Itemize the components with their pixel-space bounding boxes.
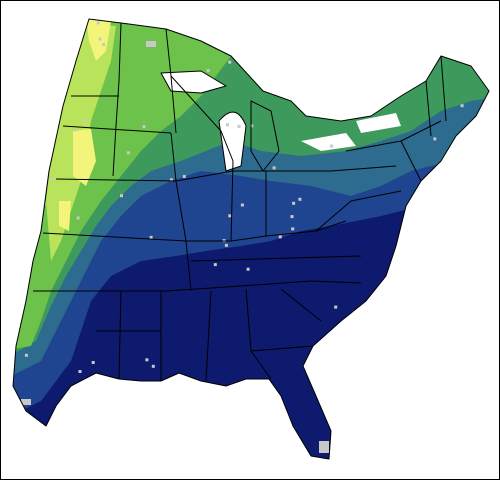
no-data-pixel (308, 59, 311, 62)
no-data-pixel (24, 179, 28, 183)
no-data-pixel (323, 54, 327, 58)
no-data-pixel (169, 178, 173, 182)
no-data-pixel (292, 201, 296, 205)
no-data-pixel (74, 128, 78, 132)
no-data-pixel (250, 124, 254, 128)
no-data-pixel (91, 361, 95, 364)
no-data-pixel (57, 407, 61, 411)
no-data-pixel (460, 104, 464, 108)
no-data-pixel (32, 89, 36, 92)
no-data-pixel (278, 235, 282, 239)
no-data-pixel (330, 90, 334, 94)
state-borders (12, 18, 490, 460)
no-data-pixel (248, 43, 252, 47)
no-data-pixel (384, 81, 388, 85)
no-data-pixel (126, 151, 130, 155)
no-data-pixel (99, 454, 103, 458)
no-data-pixel (24, 353, 28, 357)
no-data-pixel (226, 123, 229, 127)
no-data-pixel (290, 215, 294, 219)
no-data-pixel (453, 447, 456, 451)
no-data-pixel (228, 60, 232, 64)
no-data-pixel (433, 137, 437, 141)
lake-3 (301, 133, 356, 151)
no-data-pixel (330, 144, 334, 148)
no-data-pixel (206, 69, 210, 72)
no-data-pixel (336, 345, 340, 349)
no-data-pixel (230, 404, 234, 408)
no-data-pixel (182, 175, 186, 178)
no-data-pixel (334, 305, 338, 309)
no-data-pixel (98, 37, 102, 41)
no-data-pixel (50, 177, 54, 181)
no-data-pixel (291, 227, 295, 231)
no-data-pixel (268, 386, 272, 390)
no-data-patch (146, 41, 156, 47)
no-data-pixel (149, 235, 153, 239)
no-data-pixel (324, 403, 328, 407)
no-data-pixel (237, 124, 241, 128)
no-data-pixel (298, 197, 302, 201)
no-data-pixel (62, 456, 66, 459)
no-data-pixel (370, 308, 374, 312)
no-data-pixel (57, 428, 61, 432)
no-data-pixel (460, 164, 464, 167)
no-data-pixel (143, 441, 147, 445)
no-data-pixel (447, 399, 451, 403)
fill-band-very-low (59, 19, 111, 231)
no-data-pixel (246, 267, 250, 271)
no-data-patch (21, 399, 31, 405)
no-data-pixel (142, 125, 146, 129)
no-data-pixel (415, 447, 419, 451)
no-data-pixel (364, 302, 368, 306)
no-data-pixel (78, 370, 82, 373)
no-data-pixel (58, 30, 62, 34)
no-data-pixel (126, 386, 130, 390)
no-data-pixel (96, 21, 100, 25)
no-data-pixel (130, 410, 134, 413)
no-data-pixel (76, 216, 80, 220)
no-data-patch (169, 377, 187, 384)
no-data-pixel (362, 79, 366, 82)
no-data-pixel (120, 194, 123, 198)
no-data-pixel (102, 43, 106, 46)
no-data-pixel (213, 263, 217, 267)
no-data-pixel (224, 243, 228, 247)
no-data-pixel (151, 364, 155, 368)
no-data-patch (319, 441, 329, 453)
lake-4 (356, 113, 401, 133)
no-data-pixel (276, 31, 280, 35)
no-data-pixel (222, 389, 226, 393)
no-data-pixel (272, 166, 276, 170)
no-data-pixel (145, 358, 149, 362)
no-data-pixel (346, 328, 350, 331)
no-data-pixel (228, 214, 232, 218)
no-data-pixel (240, 203, 244, 207)
no-data-pixel (83, 119, 87, 123)
no-data-pixel (408, 85, 412, 89)
